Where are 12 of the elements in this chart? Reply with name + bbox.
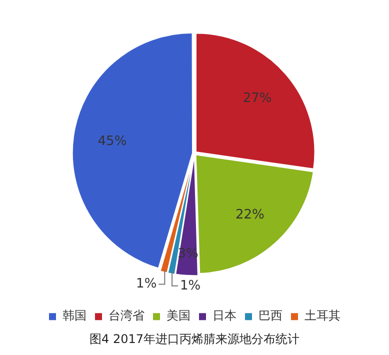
data-label: 45% [98,134,127,149]
legend-label: 土耳其 [304,308,340,323]
data-label: 22% [235,208,264,223]
data-label: 1% [180,278,201,294]
legend-label: 韩国 [62,308,86,323]
legend-label: 日本 [212,308,236,323]
data-label: 27% [242,91,272,106]
text: 图4 2017年进口丙烯腈来源地分布统计 [90,332,300,346]
legend-label: 巴西 [258,308,282,323]
legend-label: 美国 [166,308,190,323]
data-label: 1% [136,276,157,292]
legend-label: 台湾省 [108,308,144,323]
